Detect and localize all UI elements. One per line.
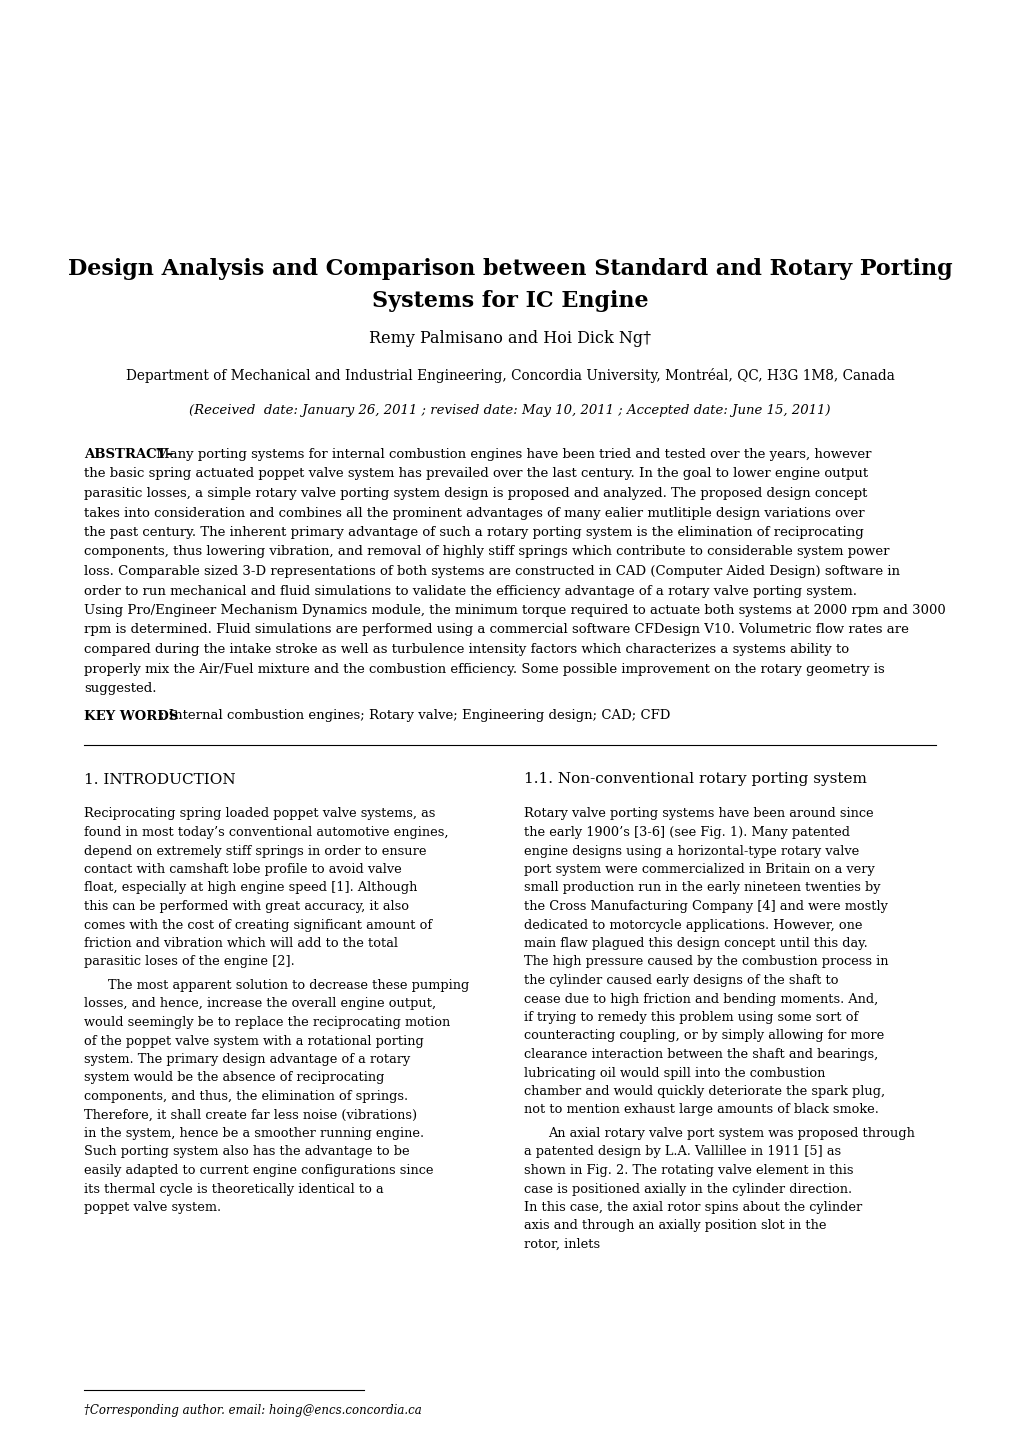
Text: compared during the intake stroke as well as turbulence intensity factors which : compared during the intake stroke as wel… [84, 643, 848, 656]
Text: lubricating oil would spill into the combustion: lubricating oil would spill into the com… [524, 1067, 824, 1080]
Text: in the system, hence be a smoother running engine.: in the system, hence be a smoother runni… [84, 1128, 424, 1141]
Text: : Internal combustion engines; Rotary valve; Engineering design; CAD; CFD: : Internal combustion engines; Rotary va… [160, 709, 669, 722]
Text: found in most today’s conventional automotive engines,: found in most today’s conventional autom… [84, 826, 448, 839]
Text: components, thus lowering vibration, and removal of highly stiff springs which c: components, thus lowering vibration, and… [84, 545, 889, 558]
Text: Therefore, it shall create far less noise (vibrations): Therefore, it shall create far less nois… [84, 1109, 417, 1122]
Text: system. The primary design advantage of a rotary: system. The primary design advantage of … [84, 1053, 410, 1066]
Text: engine designs using a horizontal-type rotary valve: engine designs using a horizontal-type r… [524, 845, 858, 858]
Text: main flaw plagued this design concept until this day.: main flaw plagued this design concept un… [524, 937, 867, 950]
Text: 1. INTRODUCTION: 1. INTRODUCTION [84, 773, 235, 786]
Text: not to mention exhaust large amounts of black smoke.: not to mention exhaust large amounts of … [524, 1103, 878, 1116]
Text: Department of Mechanical and Industrial Engineering, Concordia University, Montr: Department of Mechanical and Industrial … [125, 368, 894, 384]
Text: case is positioned axially in the cylinder direction.: case is positioned axially in the cylind… [524, 1182, 851, 1195]
Text: In this case, the axial rotor spins about the cylinder: In this case, the axial rotor spins abou… [524, 1201, 861, 1214]
Text: The high pressure caused by the combustion process in: The high pressure caused by the combusti… [524, 956, 888, 969]
Text: this can be performed with great accuracy, it also: this can be performed with great accurac… [84, 900, 409, 913]
Text: port system were commercialized in Britain on a very: port system were commercialized in Brita… [524, 862, 874, 875]
Text: small production run in the early nineteen twenties by: small production run in the early ninete… [524, 881, 879, 894]
Text: rpm is determined. Fluid simulations are performed using a commercial software C: rpm is determined. Fluid simulations are… [84, 623, 908, 636]
Text: shown in Fig. 2. The rotating valve element in this: shown in Fig. 2. The rotating valve elem… [524, 1164, 853, 1177]
Text: if trying to remedy this problem using some sort of: if trying to remedy this problem using s… [524, 1011, 857, 1024]
Text: rotor, inlets: rotor, inlets [524, 1239, 599, 1252]
Text: KEY WORDS: KEY WORDS [84, 709, 178, 722]
Text: Such porting system also has the advantage to be: Such porting system also has the advanta… [84, 1145, 410, 1158]
Text: cease due to high friction and bending moments. And,: cease due to high friction and bending m… [524, 992, 877, 1005]
Text: counteracting coupling, or by simply allowing for more: counteracting coupling, or by simply all… [524, 1030, 883, 1043]
Text: the Cross Manufacturing Company [4] and were mostly: the Cross Manufacturing Company [4] and … [524, 900, 887, 913]
Text: comes with the cost of creating significant amount of: comes with the cost of creating signific… [84, 919, 432, 932]
Text: the basic spring actuated poppet valve system has prevailed over the last centur: the basic spring actuated poppet valve s… [84, 467, 867, 480]
Text: suggested.: suggested. [84, 682, 156, 695]
Text: float, especially at high engine speed [1]. Although: float, especially at high engine speed [… [84, 881, 417, 894]
Text: (Received  date: January 26, 2011 ; revised date: May 10, 2011 ; Accepted date: : (Received date: January 26, 2011 ; revis… [190, 404, 829, 417]
Text: The most apparent solution to decrease these pumping: The most apparent solution to decrease t… [108, 979, 469, 992]
Text: poppet valve system.: poppet valve system. [84, 1201, 221, 1214]
Text: of the poppet valve system with a rotational porting: of the poppet valve system with a rotati… [84, 1034, 423, 1047]
Text: the cylinder caused early designs of the shaft to: the cylinder caused early designs of the… [524, 973, 838, 986]
Text: An axial rotary valve port system was proposed through: An axial rotary valve port system was pr… [547, 1128, 914, 1141]
Text: axis and through an axially position slot in the: axis and through an axially position slo… [524, 1220, 825, 1233]
Text: components, and thus, the elimination of springs.: components, and thus, the elimination of… [84, 1090, 408, 1103]
Text: Design Analysis and Comparison between Standard and Rotary Porting: Design Analysis and Comparison between S… [67, 258, 952, 280]
Text: clearance interaction between the shaft and bearings,: clearance interaction between the shaft … [524, 1048, 877, 1061]
Text: dedicated to motorcycle applications. However, one: dedicated to motorcycle applications. Ho… [524, 919, 862, 932]
Text: friction and vibration which will add to the total: friction and vibration which will add to… [84, 937, 397, 950]
Text: system would be the absence of reciprocating: system would be the absence of reciproca… [84, 1071, 384, 1084]
Text: order to run mechanical and fluid simulations to validate the efficiency advanta: order to run mechanical and fluid simula… [84, 584, 856, 597]
Text: parasitic losses, a simple rotary valve porting system design is proposed and an: parasitic losses, a simple rotary valve … [84, 487, 866, 500]
Text: easily adapted to current engine configurations since: easily adapted to current engine configu… [84, 1164, 433, 1177]
Text: properly mix the Air/Fuel mixture and the combustion efficiency. Some possible i: properly mix the Air/Fuel mixture and th… [84, 662, 883, 675]
Text: ABSTRACT–: ABSTRACT– [84, 448, 173, 461]
Text: would seemingly be to replace the reciprocating motion: would seemingly be to replace the recipr… [84, 1017, 449, 1030]
Text: Rotary valve porting systems have been around since: Rotary valve porting systems have been a… [524, 808, 872, 820]
Text: its thermal cycle is theoretically identical to a: its thermal cycle is theoretically ident… [84, 1182, 383, 1195]
Text: loss. Comparable sized 3-D representations of both systems are constructed in CA: loss. Comparable sized 3-D representatio… [84, 565, 899, 578]
Text: †Corresponding author. email: hoing@encs.concordia.ca: †Corresponding author. email: hoing@encs… [84, 1405, 421, 1417]
Text: takes into consideration and combines all the prominent advantages of many ealie: takes into consideration and combines al… [84, 506, 864, 519]
Text: Reciprocating spring loaded poppet valve systems, as: Reciprocating spring loaded poppet valve… [84, 808, 435, 820]
Text: the past century. The inherent primary advantage of such a rotary porting system: the past century. The inherent primary a… [84, 526, 863, 539]
Text: a patented design by L.A. Vallillee in 1911 [5] as: a patented design by L.A. Vallillee in 1… [524, 1145, 841, 1158]
Text: chamber and would quickly deteriorate the spark plug,: chamber and would quickly deteriorate th… [524, 1084, 884, 1097]
Text: the early 1900’s [3-6] (see Fig. 1). Many patented: the early 1900’s [3-6] (see Fig. 1). Man… [524, 826, 849, 839]
Text: Many porting systems for internal combustion engines have been tried and tested : Many porting systems for internal combus… [156, 448, 870, 461]
Text: 1.1. Non-conventional rotary porting system: 1.1. Non-conventional rotary porting sys… [524, 773, 866, 786]
Text: Remy Palmisano and Hoi Dick Ng†: Remy Palmisano and Hoi Dick Ng† [369, 330, 650, 348]
Text: Systems for IC Engine: Systems for IC Engine [371, 290, 648, 311]
Text: depend on extremely stiff springs in order to ensure: depend on extremely stiff springs in ord… [84, 845, 426, 858]
Text: parasitic loses of the engine [2].: parasitic loses of the engine [2]. [84, 956, 294, 969]
Text: contact with camshaft lobe profile to avoid valve: contact with camshaft lobe profile to av… [84, 862, 401, 875]
Text: Using Pro/Engineer Mechanism Dynamics module, the minimum torque required to act: Using Pro/Engineer Mechanism Dynamics mo… [84, 604, 945, 617]
Text: losses, and hence, increase the overall engine output,: losses, and hence, increase the overall … [84, 998, 436, 1011]
